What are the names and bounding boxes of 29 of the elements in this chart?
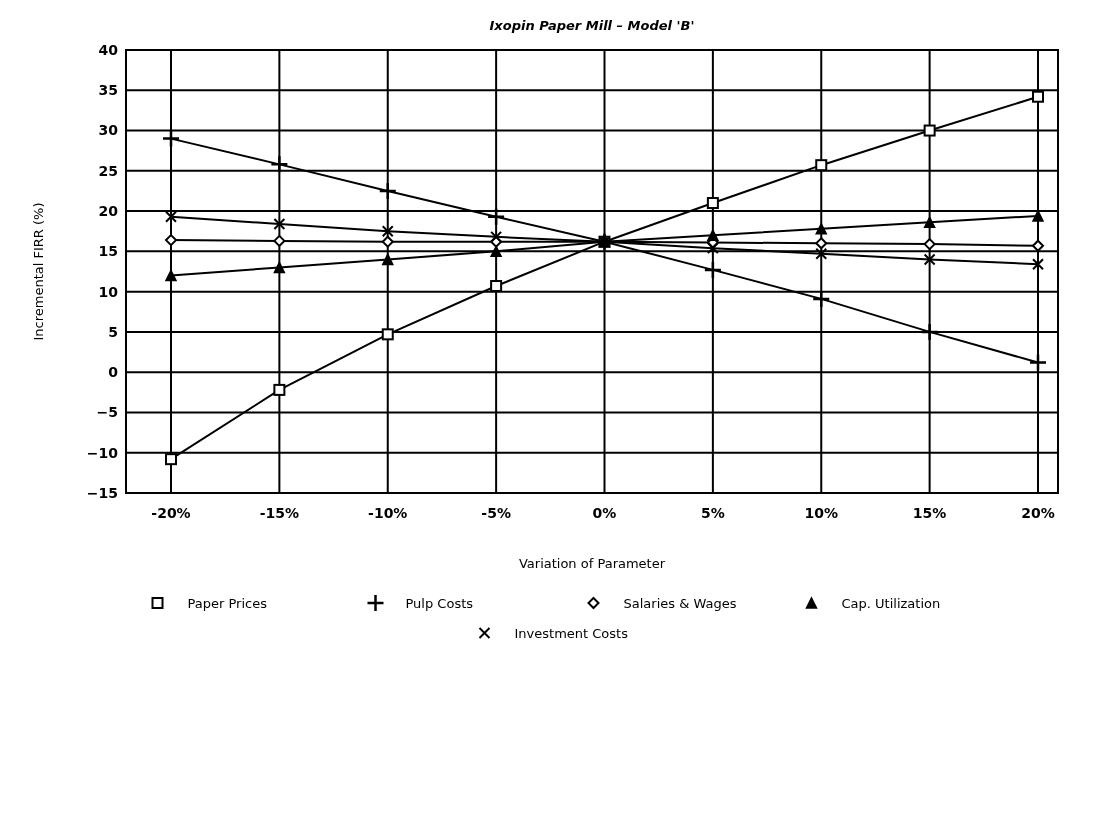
y-tick-label: 30: [98, 122, 119, 139]
x-tick-label: 5%: [700, 505, 725, 521]
x-tick-label: -5%: [481, 505, 511, 521]
y-tick-label: 0: [108, 364, 119, 381]
y-tick-label: 10: [98, 283, 119, 300]
y-tick-label: −5: [96, 404, 118, 421]
x-axis-title: Variation of Parameter: [518, 556, 666, 571]
x-tick-label: 0%: [592, 505, 617, 521]
y-tick-label: 25: [98, 162, 118, 179]
y-tick-label: −15: [86, 484, 118, 501]
x-tick-label: -20%: [151, 505, 191, 521]
legend-label: Salaries & Wages: [623, 595, 737, 611]
legend-label: Pulp Costs: [405, 595, 474, 611]
x-tick-label: -15%: [259, 505, 300, 521]
chart-title: Ixopin Paper Mill – Model 'B': [489, 18, 695, 33]
legend-label: Paper Prices: [187, 595, 268, 611]
x-tick-label: -10%: [368, 505, 408, 521]
x-tick-label: 15%: [912, 505, 947, 521]
x-tick-label: 10%: [804, 505, 839, 521]
y-tick-label: −10: [86, 444, 119, 461]
y-tick-label: 20: [98, 202, 119, 219]
y-tick-label: 5: [108, 323, 118, 340]
legend-label: Cap. Utilization: [841, 595, 941, 611]
y-tick-label: 35: [98, 82, 118, 99]
y-tick-label: 15: [98, 243, 118, 260]
y-tick-label: 40: [98, 41, 119, 58]
x-tick-label: 20%: [1021, 505, 1055, 521]
legend-label: Investment Costs: [514, 625, 629, 641]
y-axis-title: Incremental FIRR (%): [31, 202, 46, 341]
